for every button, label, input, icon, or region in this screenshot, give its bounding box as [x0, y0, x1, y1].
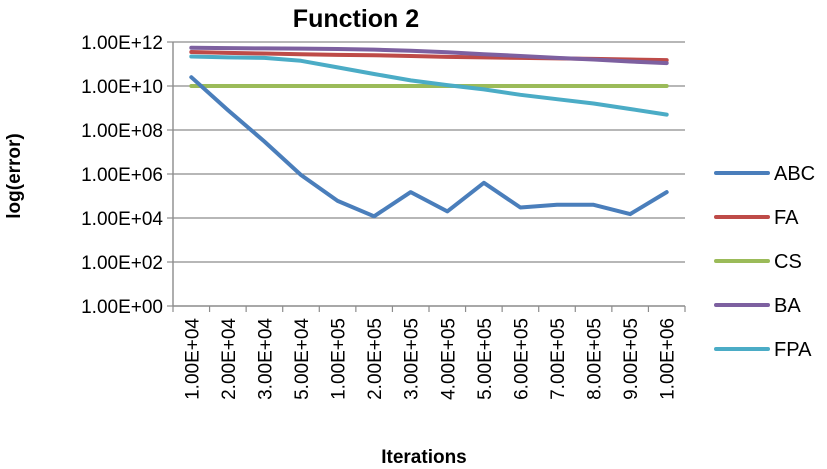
x-tick-label: 1.00E+04 [182, 318, 203, 400]
x-tick-label: 2.00E+04 [219, 318, 240, 400]
axes [167, 41, 686, 312]
x-tick-label: 6.00E+05 [511, 318, 532, 400]
y-tick-label: 1.00E+08 [81, 121, 163, 142]
x-tick-label: 5.00E+04 [292, 318, 313, 400]
x-tick-label: 8.00E+05 [585, 318, 606, 400]
legend-label-ba: BA [774, 295, 801, 317]
x-tick-label: 3.00E+05 [402, 318, 423, 400]
x-tick-label: 9.00E+05 [621, 318, 642, 400]
legend-label-fpa: FPA [774, 339, 812, 361]
x-tick-label: 3.00E+04 [255, 318, 276, 400]
series-line-abc [189, 75, 669, 219]
legend-label-fa: FA [774, 207, 799, 229]
y-tick-label: 1.00E+12 [81, 33, 163, 54]
y-tick-label: 1.00E+04 [81, 209, 163, 230]
y-tick-label: 1.00E+00 [81, 297, 163, 318]
x-tick-label: 4.00E+05 [438, 318, 459, 400]
x-tick-label: 7.00E+05 [548, 318, 569, 400]
x-tick-label: 1.00E+06 [658, 318, 679, 400]
legend-label-abc: ABC [774, 163, 815, 185]
series-lines [189, 45, 669, 219]
series-line-ba [189, 45, 669, 66]
x-tick-labels: 1.00E+04 2.00E+04 3.00E+04 5.00E+04 1.00E+05… [182, 318, 678, 400]
x-tick-label: 1.00E+05 [329, 318, 350, 400]
series-line-fpa [189, 54, 669, 117]
legend-label-cs: CS [774, 251, 802, 273]
y-tick-label: 1.00E+02 [81, 253, 163, 274]
x-tick-label: 2.00E+05 [365, 318, 386, 400]
x-tick-label: 5.00E+05 [475, 318, 496, 400]
y-tick-labels: 1.00E+00 1.00E+02 1.00E+04 1.00E+06 1.00E+08… [81, 33, 163, 318]
gridlines [173, 41, 685, 263]
x-axis-label: Iterations [381, 447, 467, 468]
y-axis-label: log(error) [4, 133, 25, 219]
y-tick-label: 1.00E+10 [81, 77, 163, 98]
chart-title: Function 2 [293, 5, 419, 33]
legend: ABC FA CS BA FPA [714, 163, 815, 361]
y-tick-label: 1.00E+06 [81, 165, 163, 186]
